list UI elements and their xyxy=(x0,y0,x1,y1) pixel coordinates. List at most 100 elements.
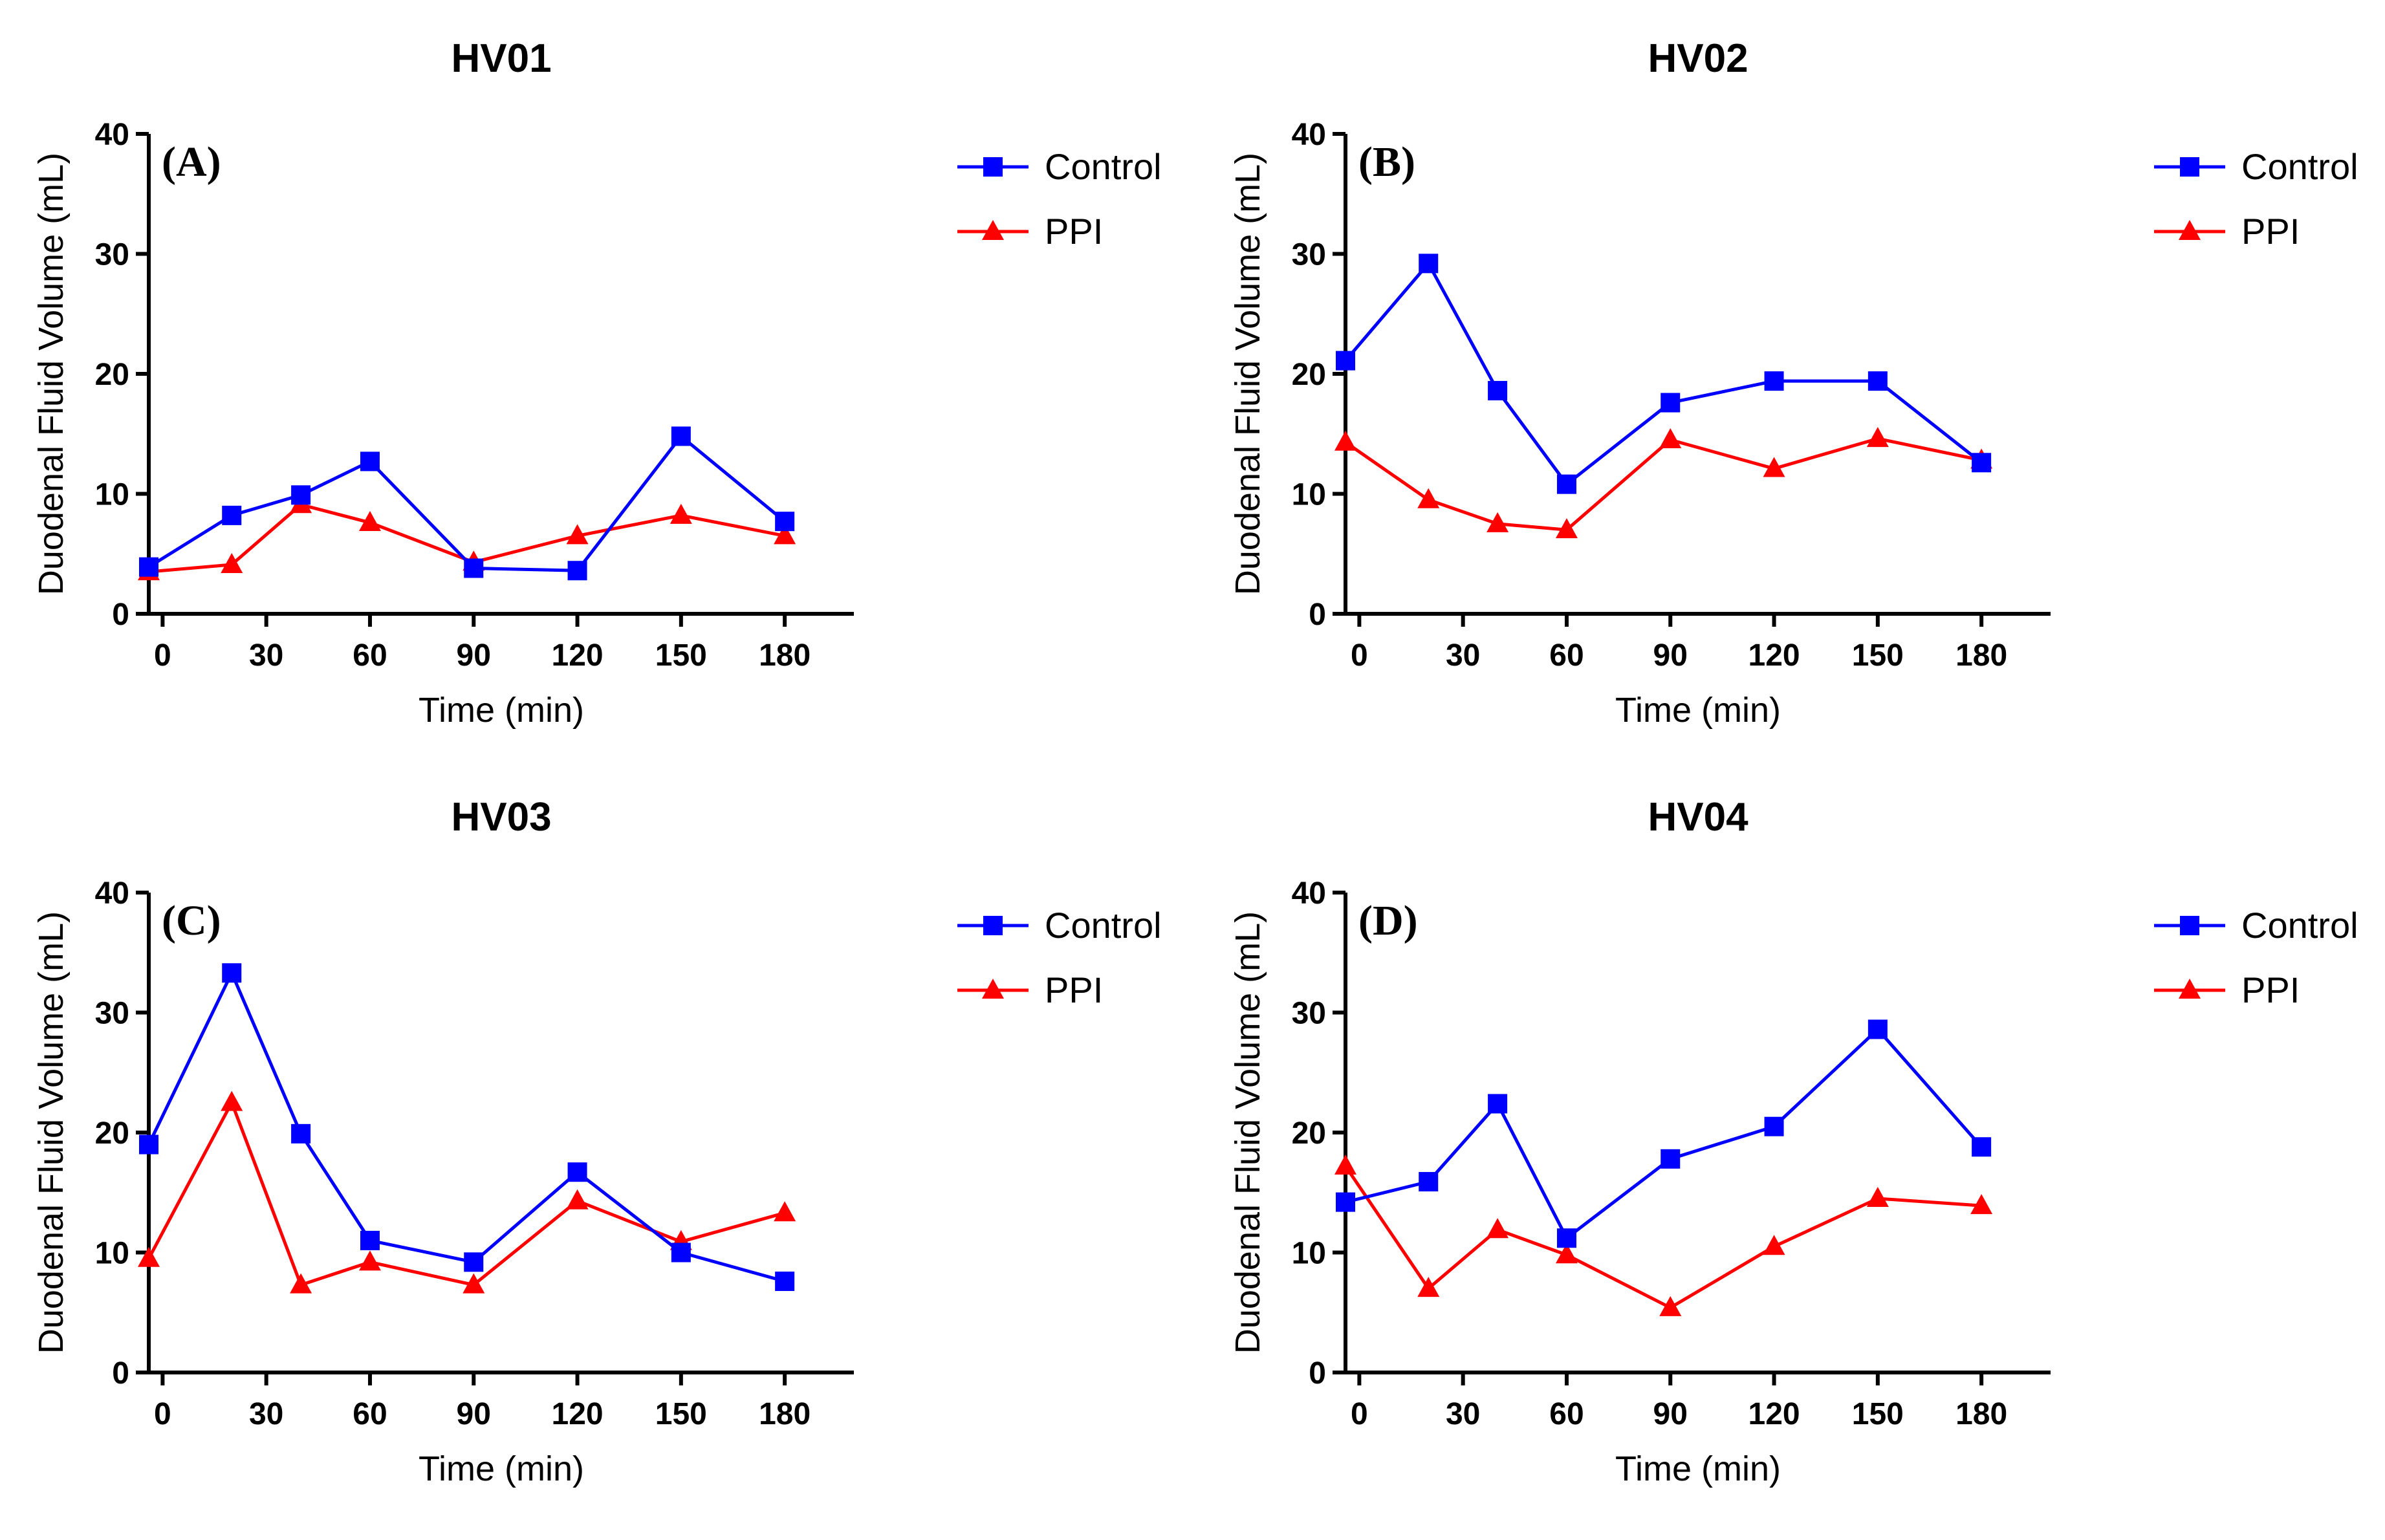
data-point-ppi xyxy=(1659,1296,1682,1316)
data-point-control xyxy=(1336,1192,1355,1212)
y-tick-label: 20 xyxy=(1292,358,1326,392)
data-point-ppi xyxy=(1555,1243,1578,1264)
panel-label: (D) xyxy=(1358,897,1418,944)
panel-label: (B) xyxy=(1358,138,1415,186)
data-point-ppi xyxy=(138,1246,160,1267)
y-tick-label: 0 xyxy=(112,1356,129,1391)
series-line-ppi xyxy=(148,503,785,574)
x-tick-label: 30 xyxy=(1446,1397,1480,1431)
chart-title: HV03 xyxy=(451,795,551,840)
x-tick-label: 120 xyxy=(552,638,604,673)
legend-marker xyxy=(982,979,1004,999)
y-tick-label: 20 xyxy=(1292,1116,1326,1151)
x-tick-label: 120 xyxy=(552,1397,604,1431)
x-tick-label: 0 xyxy=(154,638,171,673)
data-point-control xyxy=(1972,453,1992,473)
chart-panel-1: HV01 0 10 20 30 40 0 30 60 90 120 150 180 Time (min) D… xyxy=(32,36,1162,730)
legend-marker xyxy=(2179,220,2201,240)
data-point-ppi xyxy=(1417,1277,1440,1297)
data-point-control xyxy=(1556,1228,1576,1248)
y-axis-label: Duodenal Fluid Volume (mL) xyxy=(32,911,71,1354)
legend-marker xyxy=(2180,916,2199,935)
x-tick-label: 180 xyxy=(759,1397,811,1431)
data-point-control xyxy=(1336,351,1355,371)
x-tick-label: 90 xyxy=(1653,638,1688,673)
data-point-control xyxy=(671,1242,691,1263)
x-axis-label: Time (min) xyxy=(1615,1449,1781,1488)
x-tick-label: 90 xyxy=(457,1397,491,1431)
y-tick-label: 10 xyxy=(95,1237,129,1271)
legend-label: PPI xyxy=(1045,970,1103,1010)
x-tick-label: 150 xyxy=(1852,1397,1904,1431)
series-control xyxy=(139,963,795,1292)
legend-label: PPI xyxy=(2241,970,2300,1010)
series-line-ppi xyxy=(147,1098,785,1287)
data-point-control xyxy=(567,561,587,581)
data-point-control xyxy=(360,1230,380,1250)
y-tick-label: 0 xyxy=(1309,598,1326,632)
data-point-ppi xyxy=(566,1189,589,1209)
data-point-ppi xyxy=(1763,457,1785,477)
legend-item-ppi: PPI xyxy=(957,970,1103,1010)
legend-marker xyxy=(2180,157,2199,177)
data-point-ppi xyxy=(670,503,692,524)
chart-title: HV01 xyxy=(451,36,551,81)
x-tick-label: 30 xyxy=(249,1397,283,1431)
data-point-control xyxy=(775,1272,795,1292)
data-point-ppi xyxy=(358,1250,381,1271)
series-line-control xyxy=(1345,1026,1983,1241)
chart-title: HV02 xyxy=(1648,36,1748,81)
data-point-ppi xyxy=(566,524,589,545)
chart-panel-4: HV04 0 10 20 30 40 0 30 60 90 120 150 180 Time (min) D… xyxy=(1228,795,2358,1488)
x-tick-label: 0 xyxy=(1351,638,1368,673)
data-point-control xyxy=(464,1252,484,1272)
legend-label: Control xyxy=(2241,905,2358,946)
x-tick-label: 30 xyxy=(249,638,283,673)
data-point-ppi xyxy=(463,1273,485,1294)
data-point-ppi xyxy=(221,1090,243,1111)
data-point-ppi xyxy=(1487,1218,1509,1239)
data-point-control xyxy=(291,485,311,505)
series-ppi xyxy=(1334,1154,1993,1316)
y-tick-label: 40 xyxy=(1292,118,1326,152)
legend-label: Control xyxy=(1045,905,1162,946)
series-ppi xyxy=(1334,427,1993,539)
series-line-control xyxy=(1344,260,1983,487)
data-point-control xyxy=(1764,1116,1784,1136)
y-tick-label: 30 xyxy=(95,238,129,272)
y-tick-label: 10 xyxy=(95,478,129,512)
legend-marker xyxy=(2179,979,2201,999)
y-tick-label: 20 xyxy=(95,358,129,392)
chart-panel-2: HV02 0 10 20 30 40 0 30 60 90 120 150 180 Time (min) D… xyxy=(1228,36,2358,730)
data-point-control xyxy=(775,512,795,532)
chart-panel-3: HV03 0 10 20 30 40 0 30 60 90 120 150 180 Time (min) D… xyxy=(32,795,1162,1488)
data-point-control xyxy=(1661,393,1681,413)
y-tick-label: 30 xyxy=(95,997,129,1031)
data-point-control xyxy=(567,1162,587,1182)
y-tick-label: 20 xyxy=(95,1116,129,1151)
panel-label: (C) xyxy=(162,897,221,944)
legend-item-control: Control xyxy=(957,905,1162,946)
data-point-ppi xyxy=(1417,488,1440,508)
y-tick-label: 40 xyxy=(95,876,129,911)
series-control xyxy=(1336,254,1992,494)
data-point-control xyxy=(139,557,158,577)
data-point-ppi xyxy=(1555,518,1578,539)
x-tick-label: 90 xyxy=(457,638,491,673)
legend-marker xyxy=(983,157,1003,177)
x-tick-label: 60 xyxy=(353,1397,387,1431)
data-point-control xyxy=(1419,1172,1439,1192)
data-point-control xyxy=(671,426,691,446)
data-point-control xyxy=(222,963,242,983)
x-tick-label: 180 xyxy=(759,638,811,673)
x-tick-label: 150 xyxy=(655,1397,707,1431)
y-tick-label: 30 xyxy=(1292,238,1326,272)
x-axis-label: Time (min) xyxy=(1615,691,1781,730)
series-ppi xyxy=(138,1090,796,1294)
x-tick-label: 90 xyxy=(1653,1397,1688,1431)
data-point-control xyxy=(1868,1019,1888,1039)
x-tick-label: 0 xyxy=(154,1397,171,1431)
data-point-control xyxy=(1661,1149,1681,1169)
series-ppi xyxy=(138,493,796,581)
legend-item-ppi: PPI xyxy=(957,211,1103,252)
